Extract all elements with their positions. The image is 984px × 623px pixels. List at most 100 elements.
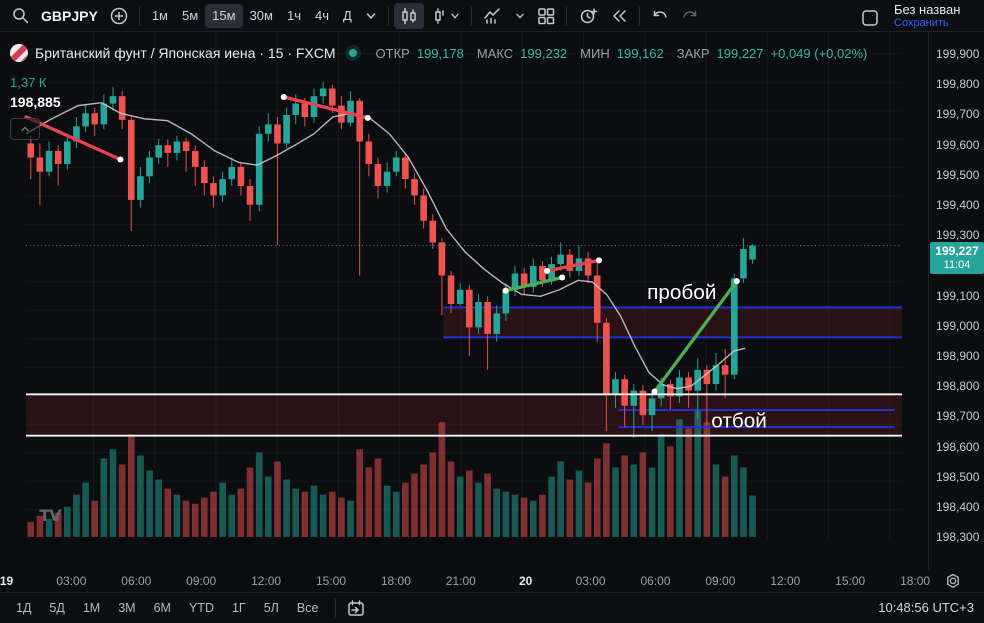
range-5Л[interactable]: 5Л — [263, 600, 279, 615]
time-axis[interactable]: 19 03:00 06:00 09:00 12:00 15:00 18:00 21:00 20 0… — [0, 570, 984, 593]
candle-body — [146, 157, 153, 177]
go-to-date-icon[interactable] — [341, 595, 371, 621]
indicators-icon[interactable] — [477, 3, 509, 29]
timeframe-4ч[interactable]: 4ч — [314, 8, 329, 23]
layout-title[interactable]: Без назван — [894, 3, 961, 17]
candle-body — [475, 301, 482, 328]
save-button[interactable]: Сохранить — [894, 17, 949, 30]
volume-bar — [575, 470, 583, 537]
time-axis-label: 15:00 — [835, 574, 866, 588]
range-1Д[interactable]: 1Д — [16, 600, 32, 615]
clock-timezone: UTC+3 — [932, 600, 974, 615]
price-axis-label: 198,300 — [936, 530, 980, 545]
volume-bar — [456, 476, 464, 537]
chart-annotation-text: отбой — [711, 410, 767, 433]
volume-bar — [420, 464, 427, 537]
price-axis-label: 199,400 — [936, 198, 980, 212]
candle-body — [740, 248, 747, 279]
volume-bar — [749, 495, 756, 537]
supply-demand-zone — [443, 307, 902, 338]
volume-bar — [274, 461, 281, 537]
trendline-anchor-dot — [502, 287, 509, 294]
candle-body — [685, 377, 692, 391]
timeframe-1м[interactable]: 1м — [151, 8, 168, 23]
volume-bar — [182, 500, 190, 537]
range-1Г[interactable]: 1Г — [231, 600, 246, 615]
price-chart-canvas[interactable]: пробой отбой TV — [0, 32, 928, 570]
layout-grid-icon[interactable] — [531, 3, 561, 29]
candle-body — [502, 289, 510, 314]
volume-bar — [64, 506, 71, 537]
volume-bar — [173, 494, 181, 537]
time-axis-label: 19 — [0, 574, 14, 588]
candle-body — [612, 379, 619, 394]
timeframe-15м[interactable]: 15м — [205, 3, 243, 28]
candle-body — [155, 145, 162, 158]
range-YTD[interactable]: YTD — [188, 600, 214, 615]
volume-bar — [548, 476, 555, 537]
price-axis-label: 198,400 — [936, 500, 980, 514]
symbol-button[interactable]: GBPJPY — [41, 7, 98, 24]
axis-settings-gear-icon[interactable] — [940, 572, 966, 590]
symbol-legend-row: Британский фунт / Японская иена · 15 · F… — [10, 44, 867, 62]
volume-bar — [484, 473, 491, 537]
undo-icon[interactable] — [645, 3, 675, 29]
chart-style-candles-button[interactable] — [393, 2, 424, 29]
range-Все[interactable]: Все — [296, 600, 319, 615]
time-axis-label: 09:00 — [186, 574, 217, 588]
redo-icon[interactable] — [675, 3, 705, 29]
symbol-title[interactable]: Британский фунт / Японская иена · 15 · F… — [35, 45, 336, 61]
timeframe-5м[interactable]: 5м — [181, 8, 199, 23]
candle-body — [210, 183, 217, 196]
candle-body — [383, 171, 391, 186]
candle-body — [365, 141, 373, 165]
open-label: ОТКР — [375, 45, 410, 61]
range-1М[interactable]: 1М — [82, 600, 101, 615]
timeframe-chevron-down-icon[interactable] — [359, 3, 383, 29]
range-3М[interactable]: 3М — [118, 600, 136, 615]
candle-body — [91, 113, 99, 125]
chart-style-dropdown-button[interactable] — [424, 3, 466, 29]
time-axis-label: 06:00 — [121, 574, 152, 588]
candle-body — [274, 124, 281, 144]
candle-body — [374, 164, 382, 186]
price-axis-label: 198,600 — [936, 439, 980, 454]
candle-body — [529, 266, 537, 287]
legend-collapse-button[interactable] — [10, 118, 40, 140]
tradingview-logo-icon: TV — [39, 506, 62, 525]
timeframe-30м[interactable]: 30м — [249, 8, 273, 23]
alert-clock-icon[interactable] — [572, 3, 604, 29]
time-axis-label: 12:00 — [251, 574, 282, 588]
compare-add-icon[interactable] — [104, 3, 134, 29]
search-icon[interactable] — [6, 3, 35, 29]
trendline-anchor-dot — [544, 267, 551, 274]
candle-body — [127, 119, 135, 200]
volume-bar — [27, 521, 35, 537]
trendline-anchor-dot — [364, 114, 371, 121]
indicator-templates-chevron-icon[interactable] — [509, 3, 531, 29]
candle-body — [356, 100, 363, 142]
timeframe-1ч[interactable]: 1ч — [286, 8, 301, 23]
volume-bar — [228, 494, 236, 537]
volume-bar — [621, 455, 628, 537]
session-clock[interactable]: 10:48:56 UTC+3 — [878, 600, 974, 615]
chart-legend: Британский фунт / Японская иена · 15 · F… — [10, 44, 867, 140]
candle-body — [429, 220, 437, 243]
trendline-anchor-dot — [595, 257, 602, 264]
volume-bar — [328, 491, 336, 537]
layout-square-icon[interactable] — [855, 3, 885, 31]
candle-body — [292, 103, 300, 115]
volume-bar — [721, 476, 729, 537]
candle-body — [493, 313, 501, 334]
bar-replay-icon[interactable] — [604, 3, 634, 29]
volume-bar — [265, 476, 272, 537]
range-5Д[interactable]: 5Д — [49, 600, 65, 615]
timeframe-Д[interactable]: Д — [343, 8, 352, 23]
volume-bar — [429, 452, 437, 537]
price-axis[interactable]: 199,227 11:04 199,900 199,800 199,700 199,6… — [928, 32, 984, 570]
time-axis-label: 21:00 — [445, 574, 476, 588]
close-value: 199,227 — [716, 45, 764, 61]
trendline-anchor-dot — [280, 94, 287, 101]
candle-body — [201, 166, 208, 184]
range-6М[interactable]: 6М — [153, 600, 171, 615]
